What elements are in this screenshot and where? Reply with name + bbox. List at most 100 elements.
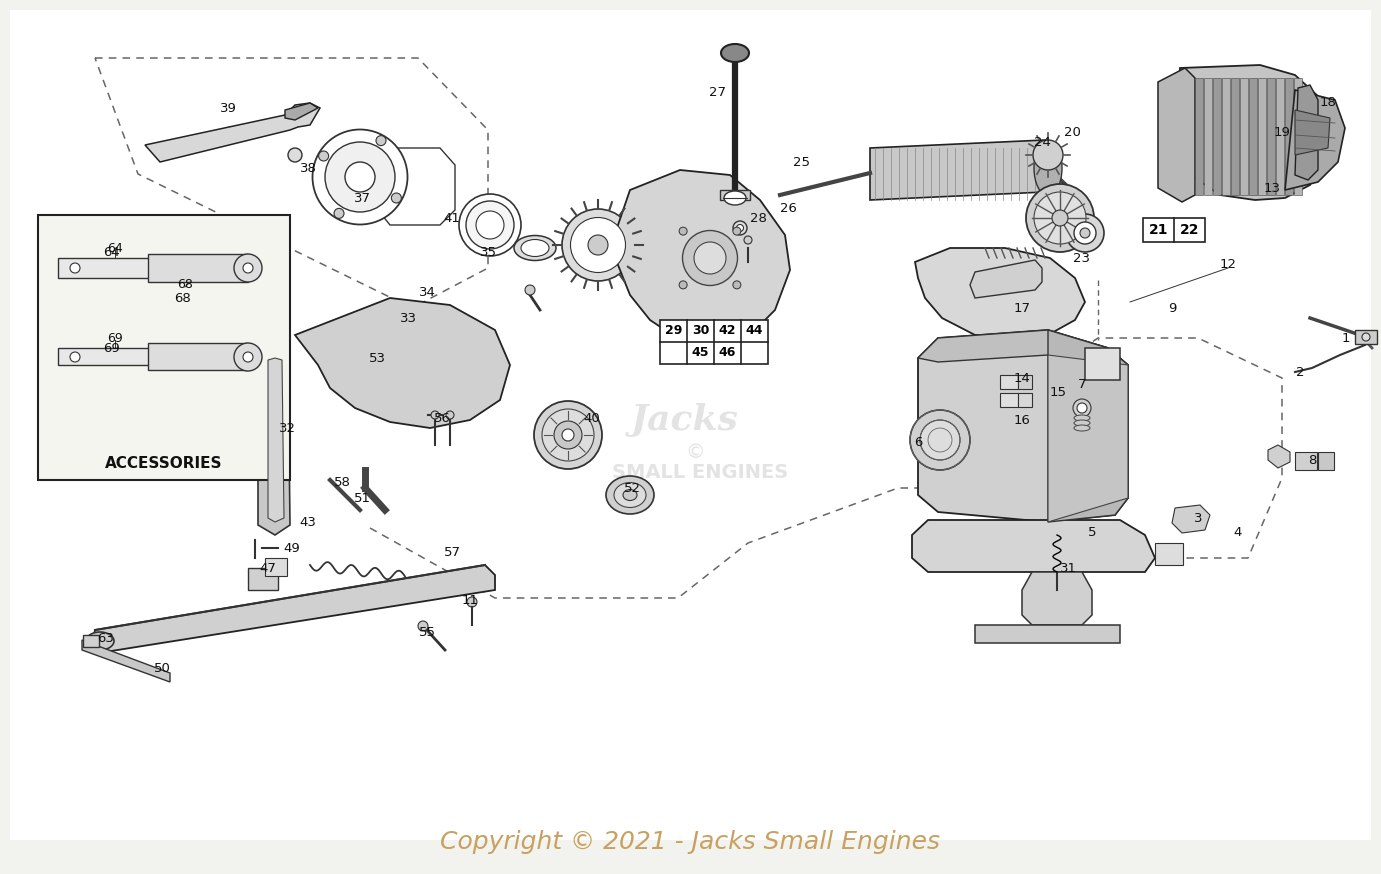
Circle shape: [334, 208, 344, 218]
Ellipse shape: [725, 192, 744, 200]
Text: 55: 55: [418, 627, 435, 640]
Circle shape: [70, 352, 80, 362]
Polygon shape: [1159, 68, 1195, 202]
Text: 26: 26: [779, 202, 797, 214]
Text: 33: 33: [399, 311, 417, 324]
Ellipse shape: [682, 231, 737, 286]
Bar: [83, 635, 99, 647]
Polygon shape: [1284, 78, 1293, 195]
Text: 40: 40: [584, 412, 601, 425]
Polygon shape: [1295, 110, 1330, 155]
Polygon shape: [1195, 78, 1203, 195]
Text: 47: 47: [260, 561, 276, 574]
Text: ©: ©: [685, 442, 704, 461]
Polygon shape: [1022, 572, 1092, 625]
Text: 42: 42: [718, 324, 736, 337]
Circle shape: [289, 148, 302, 162]
Bar: [1317, 452, 1334, 470]
Bar: [720, 190, 750, 200]
Ellipse shape: [910, 410, 969, 470]
Ellipse shape: [431, 411, 439, 419]
Bar: [660, 320, 768, 364]
Ellipse shape: [1077, 403, 1087, 413]
Text: 11: 11: [461, 593, 478, 607]
Text: 68: 68: [174, 292, 192, 304]
Ellipse shape: [695, 242, 726, 274]
Text: 57: 57: [443, 546, 460, 559]
Circle shape: [233, 343, 262, 371]
Text: 25: 25: [794, 156, 811, 170]
Polygon shape: [1266, 78, 1275, 195]
Bar: [265, 558, 287, 576]
Text: 7: 7: [1077, 378, 1087, 392]
Bar: [1000, 393, 1018, 407]
Bar: [1000, 375, 1018, 389]
Text: 34: 34: [418, 287, 435, 300]
Bar: [1018, 375, 1032, 389]
Text: 29: 29: [664, 324, 682, 337]
Bar: [39, 215, 290, 480]
Ellipse shape: [623, 489, 637, 501]
Text: 32: 32: [279, 421, 296, 434]
Ellipse shape: [1074, 222, 1097, 244]
Ellipse shape: [325, 142, 395, 212]
Polygon shape: [969, 260, 1043, 298]
Polygon shape: [268, 358, 284, 522]
Ellipse shape: [1026, 184, 1094, 252]
Polygon shape: [258, 345, 290, 535]
Text: 46: 46: [720, 346, 736, 359]
Ellipse shape: [1074, 415, 1090, 421]
Polygon shape: [619, 170, 790, 345]
Ellipse shape: [86, 632, 115, 650]
Polygon shape: [1240, 78, 1248, 195]
Ellipse shape: [920, 420, 960, 460]
Text: 68: 68: [177, 279, 193, 292]
Ellipse shape: [1066, 214, 1103, 252]
Circle shape: [243, 263, 253, 273]
Polygon shape: [1258, 78, 1266, 195]
Text: 58: 58: [334, 476, 351, 489]
Text: 38: 38: [300, 162, 316, 175]
Text: 37: 37: [354, 191, 370, 205]
Polygon shape: [81, 640, 170, 682]
Bar: [1018, 393, 1032, 407]
Ellipse shape: [467, 597, 476, 607]
Ellipse shape: [476, 211, 504, 239]
Ellipse shape: [514, 235, 557, 260]
Polygon shape: [1222, 78, 1230, 195]
Text: 23: 23: [1073, 252, 1091, 265]
Text: 27: 27: [710, 87, 726, 100]
Text: 2: 2: [1295, 365, 1304, 378]
Text: 22: 22: [1179, 223, 1199, 237]
Ellipse shape: [562, 429, 574, 441]
Ellipse shape: [1074, 420, 1090, 426]
Ellipse shape: [458, 194, 521, 256]
Polygon shape: [1213, 78, 1221, 195]
Circle shape: [733, 227, 740, 235]
Ellipse shape: [1034, 192, 1085, 244]
Text: 13: 13: [1264, 182, 1280, 195]
Ellipse shape: [554, 421, 581, 449]
Text: 9: 9: [1168, 302, 1177, 315]
Polygon shape: [284, 103, 318, 120]
Circle shape: [319, 151, 329, 161]
Polygon shape: [918, 330, 1128, 372]
Text: 35: 35: [479, 246, 497, 260]
Circle shape: [233, 254, 262, 282]
Text: 28: 28: [750, 212, 766, 225]
Ellipse shape: [724, 191, 746, 205]
Ellipse shape: [418, 621, 428, 631]
Polygon shape: [93, 565, 494, 652]
Ellipse shape: [345, 162, 376, 192]
Text: 3: 3: [1193, 511, 1203, 524]
Ellipse shape: [1052, 210, 1068, 226]
Ellipse shape: [736, 225, 743, 232]
Text: 6: 6: [914, 436, 923, 449]
Text: 49: 49: [283, 542, 301, 554]
Ellipse shape: [1074, 425, 1090, 431]
Ellipse shape: [446, 411, 454, 419]
Text: 63: 63: [98, 632, 115, 644]
Text: 43: 43: [300, 517, 316, 530]
Text: 64: 64: [104, 246, 120, 259]
Ellipse shape: [312, 129, 407, 225]
